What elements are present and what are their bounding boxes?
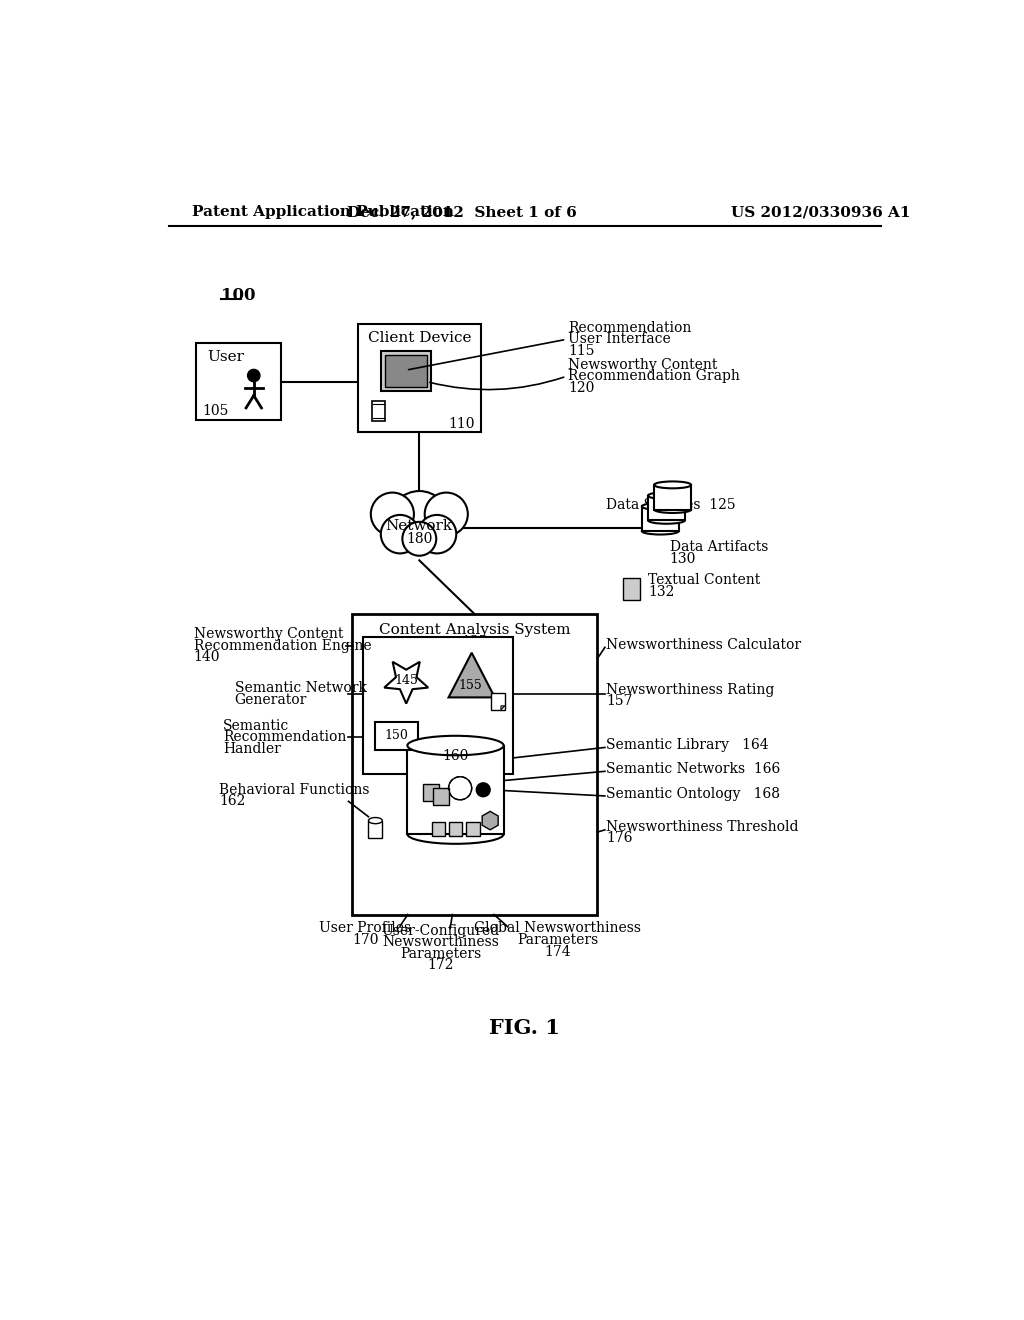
Text: Semantic Network: Semantic Network [234, 681, 367, 696]
Ellipse shape [642, 528, 679, 535]
Text: Semantic Networks  166: Semantic Networks 166 [606, 762, 780, 776]
Text: 157: 157 [606, 694, 633, 709]
Text: Patent Application Publication: Patent Application Publication [193, 206, 455, 219]
Text: 155: 155 [459, 678, 482, 692]
FancyBboxPatch shape [642, 507, 679, 531]
FancyBboxPatch shape [423, 784, 438, 800]
Text: Data Sources  125: Data Sources 125 [606, 498, 736, 512]
Circle shape [248, 370, 260, 381]
Text: 132: 132 [648, 585, 675, 599]
FancyBboxPatch shape [490, 693, 505, 710]
Text: User-Configured: User-Configured [382, 924, 500, 937]
FancyBboxPatch shape [196, 343, 281, 420]
Text: Handler: Handler [223, 742, 281, 756]
Text: Recommendation Graph: Recommendation Graph [568, 370, 739, 383]
Ellipse shape [369, 817, 382, 824]
Text: Textual Content: Textual Content [648, 573, 760, 587]
Text: FIG. 1: FIG. 1 [489, 1019, 560, 1039]
FancyBboxPatch shape [385, 355, 427, 387]
Circle shape [371, 492, 414, 536]
Ellipse shape [408, 735, 504, 755]
Text: Parameters: Parameters [400, 946, 481, 961]
FancyBboxPatch shape [372, 401, 385, 421]
Circle shape [449, 776, 472, 800]
FancyBboxPatch shape [381, 351, 431, 391]
Text: User Interface: User Interface [568, 333, 671, 346]
Text: 110: 110 [449, 417, 475, 432]
Text: Recommendation Engine: Recommendation Engine [194, 639, 372, 653]
Circle shape [476, 783, 490, 797]
Text: Newsworthiness Rating: Newsworthiness Rating [606, 682, 775, 697]
Text: User Profiles: User Profiles [319, 921, 412, 936]
Text: 172: 172 [428, 958, 454, 973]
Polygon shape [482, 812, 498, 830]
Circle shape [418, 515, 457, 553]
Ellipse shape [648, 517, 685, 524]
Text: 135: 135 [462, 635, 488, 649]
FancyBboxPatch shape [352, 614, 597, 915]
Text: Dec. 27, 2012  Sheet 1 of 6: Dec. 27, 2012 Sheet 1 of 6 [347, 206, 577, 219]
Text: Data Artifacts: Data Artifacts [670, 540, 768, 554]
Text: Client Device: Client Device [368, 331, 471, 345]
Text: 145: 145 [394, 675, 418, 686]
FancyBboxPatch shape [648, 496, 685, 520]
Polygon shape [384, 661, 428, 704]
Circle shape [381, 515, 419, 553]
Text: Recommendation: Recommendation [223, 730, 346, 744]
Text: 170: 170 [352, 933, 379, 946]
Ellipse shape [408, 824, 504, 843]
Text: Global Newsworthiness: Global Newsworthiness [474, 921, 641, 936]
FancyBboxPatch shape [654, 484, 691, 510]
Text: Newsworthy Content: Newsworthy Content [194, 627, 343, 642]
Text: Behavioral Functions: Behavioral Functions [219, 783, 370, 797]
Text: 120: 120 [568, 381, 594, 395]
Circle shape [390, 491, 449, 549]
FancyBboxPatch shape [466, 822, 480, 836]
Text: Semantic Ontology   168: Semantic Ontology 168 [606, 787, 780, 801]
Text: Newsworthy Content: Newsworthy Content [568, 358, 717, 372]
Text: Semantic Library   164: Semantic Library 164 [606, 738, 769, 752]
Ellipse shape [642, 503, 679, 510]
Polygon shape [449, 653, 495, 697]
Text: Newsworthiness Calculator: Newsworthiness Calculator [606, 638, 802, 652]
Circle shape [402, 521, 436, 556]
Text: 176: 176 [606, 832, 633, 845]
FancyBboxPatch shape [376, 722, 418, 750]
Ellipse shape [654, 482, 691, 488]
Text: 162: 162 [219, 795, 246, 808]
Text: 115: 115 [568, 345, 594, 358]
Text: Content Analysis System: Content Analysis System [379, 623, 570, 636]
Text: 160: 160 [442, 750, 469, 763]
FancyBboxPatch shape [432, 822, 445, 836]
Ellipse shape [654, 506, 691, 513]
FancyBboxPatch shape [369, 821, 382, 838]
FancyBboxPatch shape [433, 788, 449, 805]
Text: 130: 130 [670, 552, 696, 566]
FancyBboxPatch shape [624, 578, 640, 599]
FancyBboxPatch shape [408, 746, 504, 834]
Text: Generator: Generator [234, 693, 307, 706]
Text: 105: 105 [202, 404, 228, 418]
FancyBboxPatch shape [449, 822, 463, 836]
Text: US 2012/0330936 A1: US 2012/0330936 A1 [731, 206, 910, 219]
Text: User: User [208, 350, 245, 364]
Text: Semantic: Semantic [223, 719, 289, 733]
Text: Recommendation: Recommendation [568, 321, 691, 335]
Text: Parameters: Parameters [517, 933, 599, 946]
Text: 140: 140 [194, 651, 220, 664]
Circle shape [425, 492, 468, 536]
Text: Newsworthiness: Newsworthiness [382, 936, 500, 949]
Text: Network: Network [386, 520, 453, 533]
Text: 150: 150 [385, 730, 409, 742]
Ellipse shape [648, 492, 685, 499]
FancyBboxPatch shape [364, 638, 513, 775]
Polygon shape [501, 706, 505, 710]
Text: 180: 180 [407, 532, 432, 545]
Text: 174: 174 [545, 945, 571, 958]
Text: Newsworthiness Threshold: Newsworthiness Threshold [606, 820, 799, 834]
FancyBboxPatch shape [357, 323, 481, 432]
Text: 100: 100 [221, 286, 256, 304]
